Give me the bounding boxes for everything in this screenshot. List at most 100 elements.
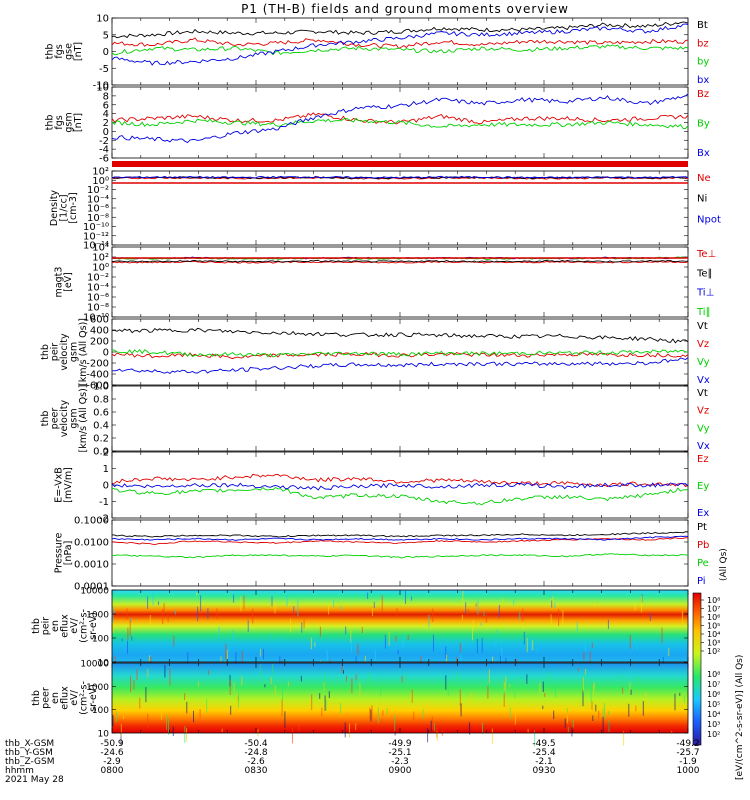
spectrogram-texture xyxy=(572,719,574,728)
spectrogram-texture xyxy=(186,701,188,714)
spectrogram-texture xyxy=(120,730,122,746)
y-axis-label: eV/ xyxy=(69,617,80,633)
series-Pe xyxy=(111,553,689,559)
panel-efield: 2 1 0 -1 -2 E=-VxB[mV/m] Ez Ey Ex xyxy=(54,448,710,525)
y-tick-label: 10⁰ xyxy=(92,176,109,187)
spectrogram-texture xyxy=(460,654,462,662)
spectrogram-texture xyxy=(228,646,230,651)
spectrogram-texture xyxy=(158,601,159,606)
spectrogram-texture xyxy=(607,619,609,629)
y-tick-label: 1.0 xyxy=(93,382,109,393)
spectrogram-texture xyxy=(236,692,238,708)
spectrogram-texture xyxy=(293,606,295,613)
spectrogram-texture xyxy=(428,614,430,628)
spectrogram-texture xyxy=(186,728,187,742)
spectrogram-texture xyxy=(584,638,586,652)
y-tick-label: 0.0010 xyxy=(74,560,109,571)
legend-label: Vy xyxy=(697,357,710,368)
legend-label: Pt xyxy=(697,522,707,533)
spectrogram-texture xyxy=(371,705,373,720)
colorbar-tick-label: 10⁸ xyxy=(707,670,720,679)
y-tick-label: 0.4 xyxy=(93,421,109,432)
spectrogram-texture xyxy=(427,728,429,743)
spectrogram-texture xyxy=(324,695,326,711)
series-Pt xyxy=(112,531,689,538)
spectrogram-texture xyxy=(380,600,382,605)
spectrogram-texture xyxy=(220,656,222,664)
spectrogram-texture xyxy=(319,693,321,699)
y-axis-label: thb xyxy=(40,411,51,427)
series-Te⊥ xyxy=(111,260,689,264)
spectrogram-texture xyxy=(251,611,253,616)
y-tick-label: 100 xyxy=(92,635,109,645)
spectrogram-texture xyxy=(370,709,372,722)
spectrogram-texture xyxy=(343,670,344,674)
bar-marker xyxy=(112,161,688,167)
spectrogram-texture xyxy=(233,594,235,603)
spectrogram-texture xyxy=(636,646,638,651)
spectrogram-texture xyxy=(503,682,505,690)
spectrogram-texture xyxy=(351,678,353,694)
spectrogram-texture xyxy=(459,642,461,653)
y-tick-label: 8 xyxy=(103,91,109,102)
y-tick-label: -5 xyxy=(99,64,109,75)
spectrogram-texture xyxy=(591,642,593,649)
spectrogram-texture xyxy=(641,595,642,613)
spectrogram-texture xyxy=(162,608,164,625)
spectrogram-texture xyxy=(480,622,482,626)
y-axis-label: gsm xyxy=(69,408,80,428)
spectrogram-texture xyxy=(527,728,529,735)
spectrogram-texture xyxy=(567,715,568,724)
spectrogram-texture xyxy=(252,608,254,624)
spectrogram-texture xyxy=(207,670,209,675)
x-axis-row-label: thb_X-GSM xyxy=(5,739,54,749)
spectrogram-texture xyxy=(500,637,502,645)
legend-label: Pe xyxy=(697,558,709,569)
spectrogram-texture xyxy=(554,684,556,698)
panel-frame xyxy=(111,385,689,452)
x-tick-label-y: -24.8 xyxy=(244,748,268,758)
spectrogram-texture xyxy=(247,620,249,632)
spectrogram-texture xyxy=(351,636,352,653)
spectrogram-texture xyxy=(420,656,422,664)
spectrogram-texture xyxy=(121,638,123,642)
spectrogram-texture xyxy=(642,701,644,716)
spectrogram-texture xyxy=(445,675,447,690)
spectrogram-texture xyxy=(315,635,317,648)
spectrogram-texture xyxy=(582,677,584,693)
spectrogram-texture xyxy=(396,608,398,618)
spectrogram-texture xyxy=(394,732,396,736)
y-axis-label: en xyxy=(50,620,61,632)
series-Ey xyxy=(111,486,689,506)
x-tick-label-y: -25.1 xyxy=(388,748,411,758)
spectrogram-texture xyxy=(635,705,637,712)
spectrogram-texture xyxy=(164,664,166,678)
y-axis-label: fgs xyxy=(54,115,65,129)
spectrogram-texture xyxy=(230,705,232,715)
spectrogram-texture xyxy=(355,674,357,681)
spectrogram-texture xyxy=(509,707,511,719)
spectrogram-texture xyxy=(374,649,376,664)
spectrogram-texture xyxy=(167,611,169,623)
spectrogram-texture xyxy=(577,668,579,672)
spectrogram-texture xyxy=(550,594,552,598)
spectrogram-texture xyxy=(166,714,167,730)
spectrogram-texture xyxy=(410,692,412,700)
spectrogram-texture xyxy=(471,692,473,701)
y-axis-label: en xyxy=(50,692,61,704)
spectrogram-texture xyxy=(634,642,636,646)
x-tick-label-t: 1000 xyxy=(677,766,700,776)
spectrogram-texture xyxy=(604,703,605,720)
spectrogram-texture xyxy=(221,728,223,733)
spectrogram-texture xyxy=(447,680,449,696)
spectrogram-texture xyxy=(498,604,500,618)
spectrogram-texture xyxy=(522,608,524,622)
spectrogram-texture xyxy=(402,634,404,648)
spectrogram-texture xyxy=(325,699,327,711)
spectrogram-texture xyxy=(523,631,525,645)
spectrogram-texture xyxy=(237,691,239,708)
y-tick-label: 1000 xyxy=(86,611,109,621)
y-tick-label: 0.0100 xyxy=(74,538,109,549)
